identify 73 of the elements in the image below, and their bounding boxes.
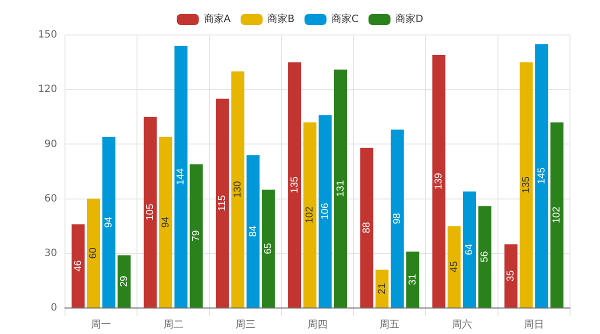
bar [262,190,275,308]
bar [406,252,420,308]
x-tick-label: 周日 [524,320,544,331]
data-label: 139 [434,172,445,190]
bar [303,122,316,308]
y-tick-label: 120 [38,84,58,96]
bar [520,62,533,308]
data-label: 29 [118,275,130,287]
data-label: 131 [335,180,346,197]
data-label: 84 [248,225,259,237]
data-label: 130 [232,180,244,198]
bar [360,148,374,308]
x-tick-label: 周五 [380,320,400,331]
data-label: 88 [361,222,372,234]
bar [288,62,302,308]
data-label: 98 [392,212,404,224]
bar [535,44,548,308]
data-label: 46 [72,260,84,272]
data-label: 102 [304,206,316,224]
data-label: 94 [104,216,115,228]
bar [159,136,172,308]
bar [118,255,131,308]
data-label: 145 [536,167,548,184]
legend-label: 商家B [268,13,295,26]
data-label: 65 [263,242,274,254]
bar [246,155,260,308]
bar [390,130,404,308]
data-label: 135 [521,176,532,194]
data-label: 144 [176,168,187,186]
bar [448,226,461,308]
y-tick-label: 150 [38,30,58,41]
data-label: 79 [191,230,202,242]
data-label: 115 [217,194,228,212]
data-label: 135 [289,176,300,194]
bar [462,192,476,308]
y-tick-label: 90 [44,138,58,150]
data-label: 105 [145,203,156,221]
x-tick-label: 周三 [235,320,256,331]
bar [144,116,157,308]
bar [375,270,389,308]
y-tick-label: 30 [44,248,58,259]
data-label: 56 [480,250,491,262]
bar [334,70,348,308]
bar [174,46,188,308]
legend-label: 商家D [395,13,424,26]
bar [432,55,446,308]
data-label: 94 [160,216,172,228]
data-label: 21 [376,282,388,294]
bar [478,206,492,308]
x-tick-label: 周四 [308,320,328,331]
data-label: 35 [506,270,517,282]
x-tick-label: 周二 [163,320,184,331]
bar [318,115,332,308]
data-label: 106 [320,202,331,220]
bar [550,122,564,308]
data-label: 31 [407,274,418,286]
bar [190,164,203,308]
data-label: 60 [88,247,100,259]
x-tick-label: 周一 [91,320,112,331]
x-tick-label: 周六 [452,318,472,331]
legend-label: 商家C [332,13,359,26]
y-tick-label: 0 [50,302,58,314]
bar [504,244,518,308]
data-label: 45 [448,260,460,272]
data-label: 102 [552,206,563,224]
data-label: 64 [464,244,476,256]
legend-label: 商家A [204,13,231,26]
y-tick-label: 60 [44,193,58,204]
bar [231,71,244,308]
bar [216,98,229,308]
bar [102,136,116,308]
bar [86,198,100,308]
bar [72,224,85,308]
